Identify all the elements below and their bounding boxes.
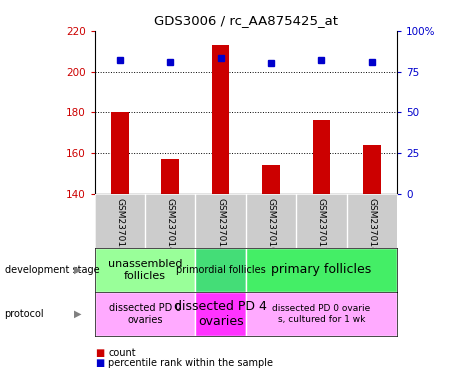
Bar	[195, 292, 246, 336]
Text: ▶: ▶	[74, 309, 82, 319]
Bar	[262, 166, 280, 194]
Text: percentile rank within the sample: percentile rank within the sample	[108, 358, 273, 368]
Text: development stage: development stage	[5, 265, 99, 275]
Text: GSM237017: GSM237017	[317, 198, 326, 253]
Bar	[95, 292, 195, 336]
Bar	[212, 45, 230, 194]
Text: ■: ■	[95, 358, 104, 368]
Bar	[111, 112, 129, 194]
Text: primordial follicles: primordial follicles	[176, 265, 266, 275]
Text: ■: ■	[95, 348, 104, 358]
Text: primary follicles: primary follicles	[271, 263, 372, 276]
Text: count: count	[108, 348, 136, 358]
Text: GSM237018: GSM237018	[367, 198, 376, 253]
Bar	[161, 159, 179, 194]
Text: dissected PD 0 ovarie
s, cultured for 1 wk: dissected PD 0 ovarie s, cultured for 1 …	[272, 304, 370, 324]
Text: protocol: protocol	[5, 309, 44, 319]
Text: GSM237015: GSM237015	[216, 198, 225, 253]
Bar	[246, 248, 397, 292]
Text: unassembled
follicles: unassembled follicles	[108, 259, 182, 281]
Text: dissected PD 4
ovaries: dissected PD 4 ovaries	[174, 300, 267, 328]
Bar	[313, 121, 330, 194]
Text: GSM237016: GSM237016	[267, 198, 276, 253]
Text: dissected PD 0
ovaries: dissected PD 0 ovaries	[109, 303, 181, 325]
Text: GSM237014: GSM237014	[166, 198, 175, 253]
Title: GDS3006 / rc_AA875425_at: GDS3006 / rc_AA875425_at	[154, 14, 338, 27]
Bar	[246, 292, 397, 336]
Text: ▶: ▶	[74, 265, 82, 275]
Bar	[95, 248, 195, 292]
Text: GSM237013: GSM237013	[115, 198, 124, 253]
Bar	[195, 248, 246, 292]
Bar	[363, 145, 381, 194]
